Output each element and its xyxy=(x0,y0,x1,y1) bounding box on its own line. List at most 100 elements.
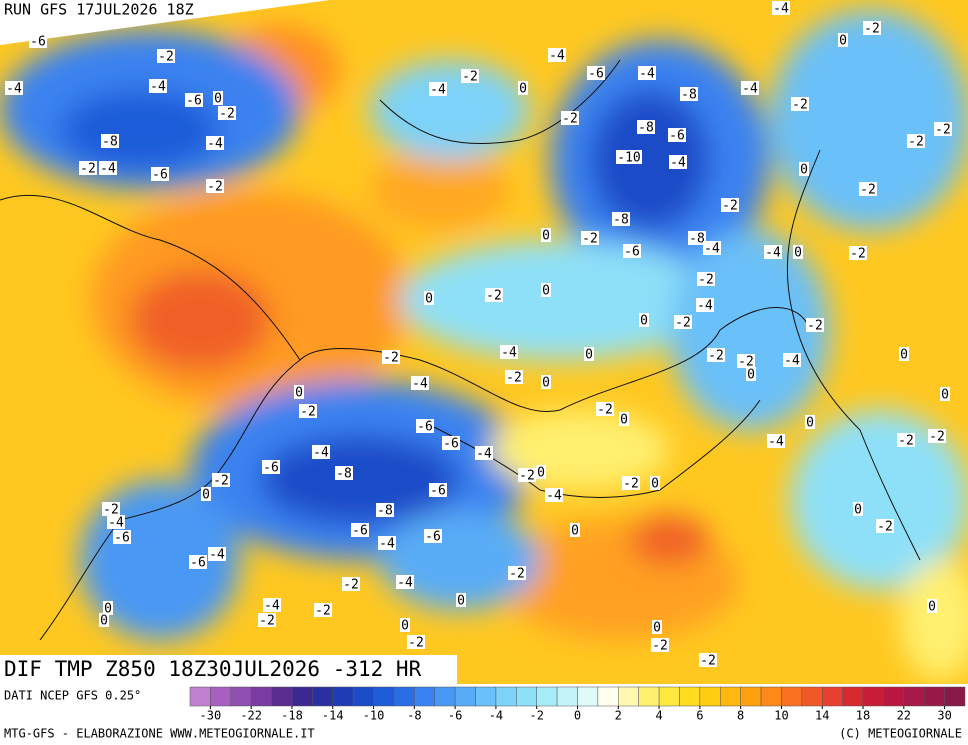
colorbar-swatch xyxy=(332,686,354,707)
colorbar-swatch xyxy=(475,686,497,707)
colorbar-tick-label: -30 xyxy=(200,709,222,723)
contour-label-bg xyxy=(99,613,109,627)
contour-label-bg xyxy=(897,433,915,447)
contour-label: 0 xyxy=(653,621,661,636)
contour-label-bg xyxy=(876,519,894,533)
contour-label: -2 xyxy=(462,70,478,85)
contour-label-bg xyxy=(29,34,47,48)
colorbar-swatch xyxy=(536,686,558,707)
contour-label: -4 xyxy=(773,2,789,17)
contour-label-bg xyxy=(783,353,801,367)
contour-label-bg xyxy=(584,347,594,361)
contour-label-bg xyxy=(411,376,429,390)
contour-label: -6 xyxy=(430,484,446,499)
contour-label: 0 xyxy=(202,488,210,503)
contour-label-bg xyxy=(581,231,599,245)
contour-label: -4 xyxy=(207,137,223,152)
colorbar-tick-label: 6 xyxy=(696,709,703,723)
contour-label-bg xyxy=(342,577,360,591)
copyright-label: (C) METEOGIORNALE xyxy=(839,727,962,741)
contour-label: -2 xyxy=(722,199,738,214)
contour-label-bg xyxy=(541,375,551,389)
contour-label-bg xyxy=(737,354,755,368)
contour-label-bg xyxy=(213,91,223,105)
temperature-field xyxy=(0,0,968,684)
contour-label-bg xyxy=(505,370,523,384)
contour-label: -2 xyxy=(506,371,522,386)
contour-label: -6 xyxy=(588,67,604,82)
colorbar-swatch xyxy=(373,686,395,707)
contour-label: 0 xyxy=(806,416,814,431)
contour-label-bg xyxy=(208,547,226,561)
contour-label: -4 xyxy=(264,599,280,614)
contour-label: -2 xyxy=(623,477,639,492)
contour-label-bg xyxy=(314,603,332,617)
contour-label: -2 xyxy=(219,107,235,122)
contour-label: 0 xyxy=(295,386,303,401)
contour-label: 0 xyxy=(794,246,802,261)
contour-label: -2 xyxy=(207,180,223,195)
contour-label: -2 xyxy=(864,22,880,37)
contour-label: -4 xyxy=(546,489,562,504)
contour-label-bg xyxy=(536,465,546,479)
contour-label: -2 xyxy=(158,50,174,65)
contour-label-bg xyxy=(378,536,396,550)
contour-label-bg xyxy=(928,429,946,443)
colorbar-swatch xyxy=(454,686,476,707)
colorbar-tick-label: 10 xyxy=(774,709,788,723)
colorbar-swatch xyxy=(821,686,843,707)
contour-label: -2 xyxy=(652,639,668,654)
colorbar-tick-label: 4 xyxy=(655,709,662,723)
contour-label: -2 xyxy=(597,403,613,418)
contour-label-bg xyxy=(680,87,698,101)
colorbar-swatch xyxy=(189,686,211,707)
contour-label-bg xyxy=(157,49,175,63)
contour-label: -2 xyxy=(792,98,808,113)
contour-label: -4 xyxy=(742,82,758,97)
contour-label-bg xyxy=(508,566,526,580)
contour-label-bg xyxy=(99,161,117,175)
contour-label-bg xyxy=(107,515,125,529)
contour-label-bg xyxy=(668,128,686,142)
contour-label: -2 xyxy=(519,469,535,484)
contour-label: -8 xyxy=(102,135,118,150)
colorbar-swatch xyxy=(781,686,803,707)
contour-label: -2 xyxy=(582,232,598,247)
contour-label-bg xyxy=(570,523,580,537)
contour-label-bg xyxy=(206,136,224,150)
contour-label-bg xyxy=(838,33,848,47)
contour-label: 0 xyxy=(640,314,648,329)
contour-label: -2 xyxy=(562,112,578,127)
contour-label: -2 xyxy=(259,614,275,629)
contour-label-bg xyxy=(623,244,641,258)
contour-label: -2 xyxy=(738,355,754,370)
contour-label-bg xyxy=(741,81,759,95)
colorbar-swatch xyxy=(556,686,578,707)
contour-label: -2 xyxy=(486,289,502,304)
contour-label: 0 xyxy=(839,34,847,49)
contour-label-bg xyxy=(212,473,230,487)
contour-label: -6 xyxy=(624,245,640,260)
contour-label-bg xyxy=(151,167,169,181)
contour-label: 0 xyxy=(401,619,409,634)
contour-label: 0 xyxy=(214,92,222,107)
contour-label-bg xyxy=(707,348,725,362)
contour-label: -2 xyxy=(929,430,945,445)
colorbar-tick-label: 2 xyxy=(615,709,622,723)
contour-label-bg xyxy=(622,476,640,490)
contour-label: -4 xyxy=(209,548,225,563)
contour-label-bg xyxy=(772,1,790,15)
colorbar-swatch xyxy=(699,686,721,707)
contour-label-bg xyxy=(185,93,203,107)
contour-label: -4 xyxy=(697,299,713,314)
contour-label-bg xyxy=(793,245,803,259)
contour-label: -6 xyxy=(186,94,202,109)
contour-label-bg xyxy=(545,488,563,502)
contour-label-bg xyxy=(424,291,434,305)
contour-label-bg xyxy=(456,593,466,607)
contour-label: -8 xyxy=(336,467,352,482)
contour-label: -2 xyxy=(807,319,823,334)
contour-label: 0 xyxy=(854,503,862,518)
colorbar-swatch xyxy=(597,686,619,707)
